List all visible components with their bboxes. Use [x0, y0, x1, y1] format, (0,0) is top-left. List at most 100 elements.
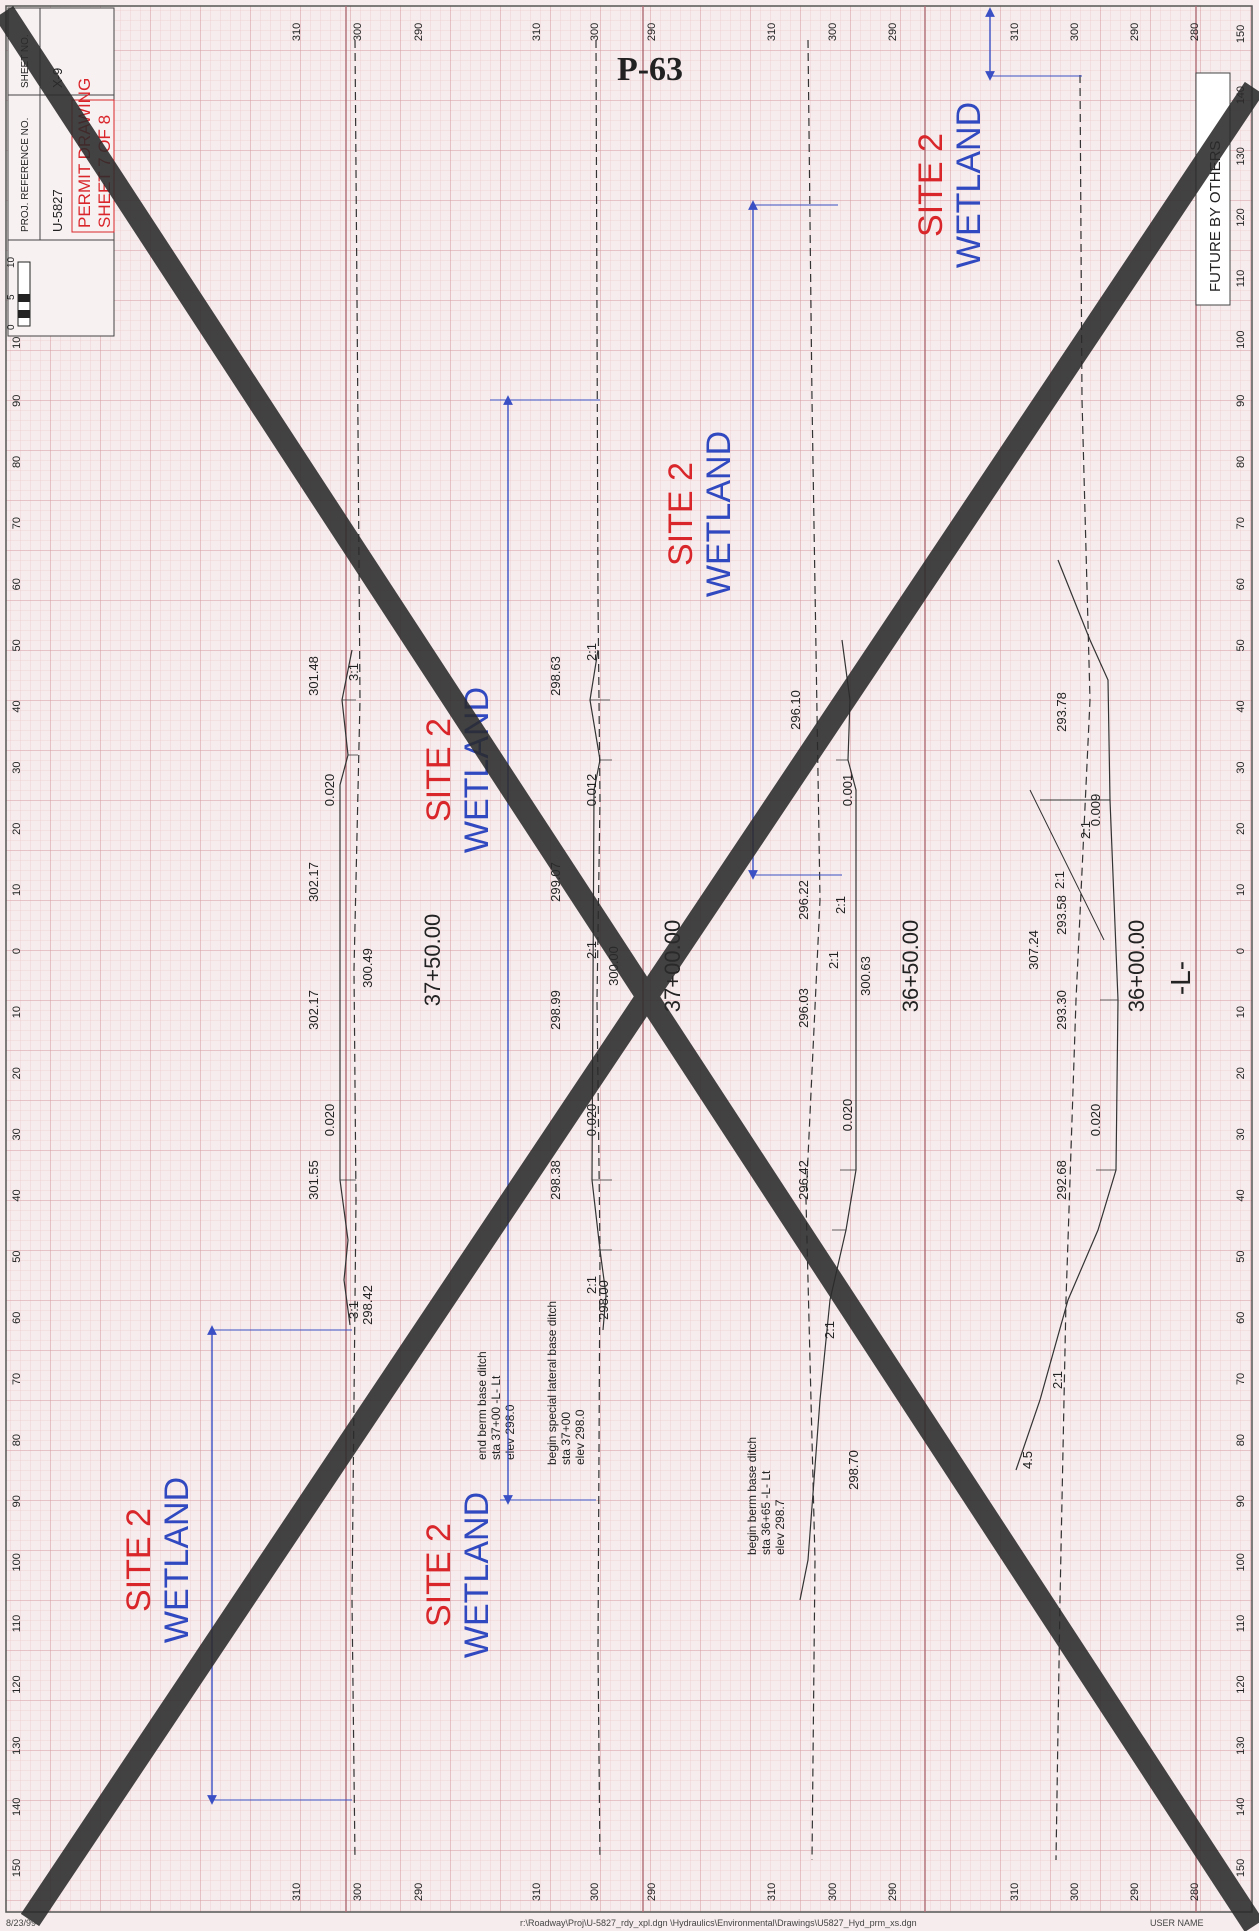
elev-label-top: 300 — [352, 23, 364, 41]
ground-line-37-00 — [595, 39, 601, 1861]
elevation-label-l5: 298.70 — [846, 1450, 861, 1490]
sheet-border — [5, 5, 1253, 1913]
site-label: SITE 2 — [120, 1508, 158, 1612]
offset-label-left: 10 — [11, 1006, 23, 1018]
offset-label-left: 130 — [11, 1737, 23, 1755]
elevation-label-l3: 298.99 — [548, 990, 563, 1030]
offset-label-right: 130 — [1235, 1737, 1247, 1755]
scale-5: 5 — [6, 294, 17, 300]
offset-label-right: 30 — [1235, 761, 1247, 773]
elev-label-bottom: 290 — [646, 1883, 658, 1901]
offset-label-left: 140 — [11, 1798, 23, 1816]
elev-label-bottom: 300 — [589, 1883, 601, 1901]
offset-label-right: 100 — [1235, 330, 1247, 348]
elevation-label-l4: 301.55 — [306, 1160, 321, 1200]
station-labels: 37+50.00 301.48 302.17 302.17 301.55 298.42 30… — [306, 643, 1149, 1490]
alignment-label: -L- — [1165, 961, 1196, 995]
elev-label-top: 300 — [589, 23, 601, 41]
elev-label-top: 310 — [1009, 23, 1021, 41]
elev-label-bottom: 310 — [1009, 1883, 1021, 1901]
offset-label-left: 90 — [11, 395, 23, 407]
offset-label-right: 20 — [1235, 1067, 1247, 1079]
elevation-label-slope_l: 0.020 — [322, 774, 337, 807]
station-name: 36+00.00 — [1124, 920, 1149, 1012]
elevation-label-s_l: 3:1 — [346, 663, 361, 681]
offset-label-right: 60 — [1235, 1312, 1247, 1324]
offset-label-right: 110 — [1235, 270, 1247, 288]
future-by-others: FUTURE BY OTHERS — [1207, 141, 1224, 292]
wetland-label: WETLAND — [700, 431, 738, 597]
offset-label-left: 0 — [11, 948, 23, 954]
elevation-label-l1: 298.63 — [548, 656, 563, 696]
elev-label-bottom: 290 — [413, 1883, 425, 1901]
offset-label-right: 140 — [1235, 1798, 1247, 1816]
note-end-berm-1: end berm base ditch — [475, 1351, 489, 1460]
proj-ref: U-5827 — [50, 189, 65, 232]
offset-label-left: 50 — [11, 1251, 23, 1263]
offset-label-left: 80 — [11, 456, 23, 468]
elevation-label-l3: 296.03 — [796, 988, 811, 1028]
elev-label-top: 290 — [646, 23, 658, 41]
offset-label-left: 20 — [11, 1067, 23, 1079]
offset-label-left: 60 — [11, 578, 23, 590]
note-lateral-3: elev 298.0 — [573, 1409, 587, 1465]
offset-label-right: 150 — [1235, 25, 1247, 43]
elevation-label-slope_r: 0.020 — [322, 1104, 337, 1137]
offset-label-right: 40 — [1235, 1189, 1247, 1201]
site-label: SITE 2 — [662, 462, 700, 566]
elevation-label-slope_l: 0.009 — [1088, 794, 1103, 827]
wetland-label: WETLAND — [950, 102, 988, 268]
elevation-label-l3: 293.30 — [1054, 990, 1069, 1030]
elev-label-bottom: 280 — [1189, 1883, 1201, 1901]
elevation-label-slope_r: 0.020 — [840, 1099, 855, 1132]
offset-label-left: 10 — [11, 884, 23, 896]
scale-bar: 0 5 10 — [6, 256, 31, 330]
footer-path: r:\Roadway\Proj\U-5827_rdy_xpl.dgn \Hydr… — [520, 1918, 917, 1928]
elev-label-bottom: 290 — [1129, 1883, 1141, 1901]
elev-label-bottom: 300 — [352, 1883, 364, 1901]
offset-label-left: 120 — [11, 1675, 23, 1693]
wetland-extents — [207, 7, 1082, 1805]
offset-label-right: 90 — [1235, 1495, 1247, 1507]
elevation-label-l1: 301.48 — [306, 656, 321, 696]
elev-label-top: 310 — [531, 23, 543, 41]
offset-label-right: 120 — [1235, 1675, 1247, 1693]
elevation-label-l1: 296.10 — [788, 690, 803, 730]
elevation-label-slope_r: 0.020 — [584, 1104, 599, 1137]
note-berm-begin-2: sta 36+65 -L- Lt — [759, 1470, 773, 1555]
elev-label-bottom: 300 — [1069, 1883, 1081, 1901]
elev-label-top: 310 — [766, 23, 778, 41]
ground-line-36-50 — [805, 39, 821, 1861]
elev-label-top: 290 — [887, 23, 899, 41]
page-title: P-63 — [617, 51, 683, 88]
offset-label-right: 30 — [1235, 1128, 1247, 1140]
elev-label-top: 290 — [1129, 23, 1141, 41]
elevation-label-l2: 293.58 — [1054, 895, 1069, 935]
note-lateral-2: sta 37+00 — [559, 1412, 573, 1465]
station-name: 36+50.00 — [898, 920, 923, 1012]
offset-label-right: 0 — [1235, 948, 1247, 954]
offset-label-right: 10 — [1235, 884, 1247, 896]
offset-label-left: 30 — [11, 1128, 23, 1140]
offset-label-left: 110 — [11, 1615, 23, 1633]
ditch-notes: end berm base ditch sta 37+00 -L- Lt ele… — [475, 1301, 787, 1555]
void-cross — [0, 5, 1259, 1931]
elevation-label-s_c: 2:1 — [826, 951, 841, 969]
offset-label-left: 50 — [11, 639, 23, 651]
elevation-label-s_r: 3:1 — [346, 1301, 361, 1319]
wetland-label: WETLAND — [158, 1477, 196, 1643]
elevation-label-s_l: 2:1 — [584, 643, 599, 661]
elevation-label-l4: 296.42 — [796, 1160, 811, 1200]
proj-ref-label: PROJ. REFERENCE NO. — [20, 118, 31, 232]
elev-label-bottom: 310 — [531, 1883, 543, 1901]
future-box: FUTURE BY OTHERS — [1195, 72, 1231, 306]
offset-label-right: 70 — [1235, 1373, 1247, 1385]
offset-label-left: 40 — [11, 1189, 23, 1201]
offset-label-right: 150 — [1235, 1859, 1247, 1877]
elev-label-top: 310 — [291, 23, 303, 41]
elevation-label-s_r: 2:1 — [584, 1276, 599, 1294]
template-37-00 — [589, 649, 607, 1331]
offset-label-left: 60 — [11, 1312, 23, 1324]
elev-label-top: 300 — [827, 23, 839, 41]
